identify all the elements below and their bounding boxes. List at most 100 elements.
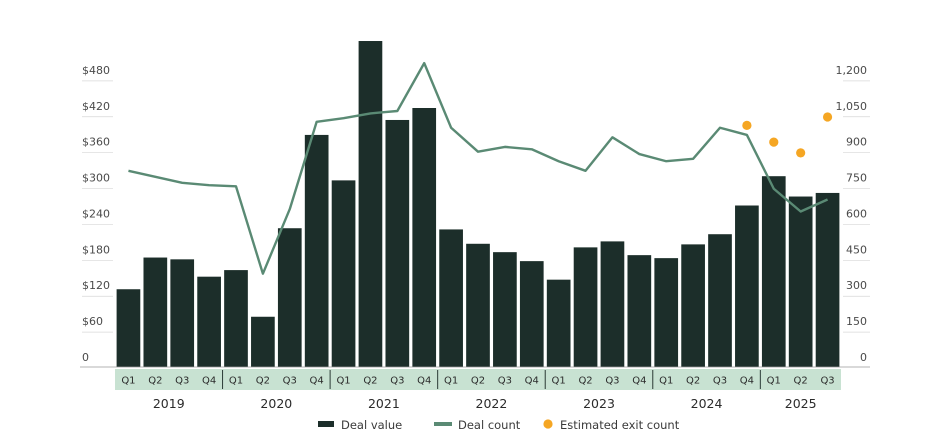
bar-deal-value bbox=[466, 243, 490, 367]
year-label: 2024 bbox=[691, 396, 723, 411]
line-group bbox=[128, 61, 829, 275]
legend-swatch-estimated-exit bbox=[543, 419, 553, 429]
legend-label-deal-value: Deal value bbox=[341, 418, 402, 432]
year-label: 2023 bbox=[583, 396, 615, 411]
y2-tick-label: 300 bbox=[846, 279, 867, 292]
quarter-label: Q1 bbox=[336, 376, 350, 387]
bar-deal-value bbox=[439, 229, 463, 367]
bar-deal-value bbox=[493, 252, 517, 367]
quarter-label: Q4 bbox=[632, 376, 646, 387]
y-tick-label: $120 bbox=[82, 279, 110, 292]
legend-swatch-deal-count bbox=[434, 422, 452, 426]
quarter-label: Q1 bbox=[444, 376, 458, 387]
quarter-band bbox=[115, 369, 841, 390]
year-label: 2019 bbox=[153, 396, 185, 411]
y2-tick-label: 900 bbox=[846, 136, 867, 149]
quarter-label: Q1 bbox=[767, 376, 781, 387]
bar-deal-value bbox=[546, 279, 571, 367]
y2-tick-label: 600 bbox=[846, 207, 867, 220]
y2-tick-label: 450 bbox=[846, 243, 867, 256]
quarter-label: Q3 bbox=[713, 376, 727, 387]
y2-tick-label: 1,200 bbox=[836, 64, 868, 77]
left-axis: 0 $60 $120 $180 $240 $300 $360 $420 $480 bbox=[82, 64, 113, 364]
year-label: 2020 bbox=[260, 396, 292, 411]
quarter-label: Q3 bbox=[283, 376, 297, 387]
bar-deal-value bbox=[358, 41, 383, 368]
bar-deal-value bbox=[735, 205, 759, 367]
line-deal-count bbox=[128, 61, 829, 275]
bar-deal-value bbox=[788, 196, 813, 367]
quarter-label: Q3 bbox=[390, 376, 404, 387]
year-label: 2025 bbox=[785, 396, 817, 411]
bar-deal-value bbox=[385, 119, 410, 367]
quarter-label: Q2 bbox=[471, 376, 485, 387]
quarter-label: Q4 bbox=[417, 376, 431, 387]
bar-deal-value bbox=[573, 247, 598, 367]
y-tick-label: $240 bbox=[82, 207, 110, 220]
dot-estimated-exit bbox=[769, 137, 779, 147]
legend: Deal value Deal count Estimated exit count bbox=[318, 418, 680, 432]
bar-deal-value bbox=[681, 244, 705, 367]
bar-deal-value bbox=[627, 255, 652, 367]
dot-estimated-exit bbox=[822, 112, 833, 122]
bar-deal-value bbox=[170, 259, 195, 367]
bar-deal-value bbox=[304, 134, 329, 367]
y2-tick-label: 1,050 bbox=[836, 100, 868, 113]
quarter-label-group: Q1 Q2 Q3 Q4 Q1 Q2 Q3 Q4 Q1 Q2 Q3 Q4 Q1 Q2 Q3 Q4 Q1 Q2 Q3 Q4… bbox=[121, 370, 835, 389]
year-label: 2021 bbox=[368, 396, 400, 411]
legend-swatch-deal-value bbox=[318, 421, 334, 427]
bar-deal-value bbox=[116, 289, 141, 367]
bar-deal-value bbox=[143, 257, 168, 367]
bar-deal-value bbox=[277, 228, 302, 367]
bar-deal-value bbox=[815, 192, 840, 367]
quarter-label: Q2 bbox=[794, 376, 808, 387]
quarter-label: Q3 bbox=[605, 376, 619, 387]
y-tick-label: $180 bbox=[82, 243, 110, 256]
bar-deal-value bbox=[708, 234, 732, 367]
y-tick-label: $420 bbox=[82, 100, 110, 113]
quarter-label: Q4 bbox=[525, 376, 539, 387]
y-tick-label: $360 bbox=[82, 136, 110, 149]
quarter-label: Q3 bbox=[175, 376, 189, 387]
bar-deal-value bbox=[519, 261, 544, 367]
bar-deal-value bbox=[197, 276, 221, 367]
quarter-label: Q1 bbox=[121, 376, 135, 387]
scatter-group bbox=[742, 112, 833, 158]
y2-tick-label: 0 bbox=[860, 351, 867, 364]
legend-label-deal-count: Deal count bbox=[458, 418, 521, 432]
y-tick-label: 0 bbox=[82, 351, 89, 364]
quarter-label: Q2 bbox=[256, 376, 270, 387]
bar-deal-value bbox=[412, 108, 437, 367]
bar-deal-value bbox=[224, 270, 248, 367]
quarter-label: Q2 bbox=[578, 376, 592, 387]
quarter-label: Q2 bbox=[148, 376, 162, 387]
legend-label-estimated-exit: Estimated exit count bbox=[560, 418, 680, 432]
bar-group bbox=[80, 41, 870, 368]
bar-deal-value bbox=[251, 316, 275, 367]
quarter-label: Q2 bbox=[686, 376, 700, 387]
bar-deal-value bbox=[654, 258, 679, 367]
y-tick-label: $60 bbox=[82, 315, 103, 328]
dot-estimated-exit bbox=[742, 120, 752, 130]
y-tick-label: $300 bbox=[82, 172, 110, 185]
y-tick-label: $480 bbox=[82, 64, 110, 77]
quarter-label: Q4 bbox=[740, 376, 754, 387]
quarter-label: Q1 bbox=[659, 376, 673, 387]
quarter-label: Q1 bbox=[552, 376, 566, 387]
bar-deal-value bbox=[761, 176, 786, 367]
quarter-label: Q4 bbox=[310, 376, 324, 387]
year-label-group: 2019 2020 2021 2022 2023 2024 2025 bbox=[153, 396, 817, 411]
y2-tick-label: 150 bbox=[846, 315, 867, 328]
quarter-label: Q3 bbox=[820, 376, 834, 387]
right-axis: 0 150 300 450 600 750 900 1,050 1,200 bbox=[836, 64, 870, 364]
bar-deal-value bbox=[331, 180, 356, 367]
quarter-band-group bbox=[115, 369, 841, 390]
year-label: 2022 bbox=[476, 396, 508, 411]
quarter-label: Q3 bbox=[498, 376, 512, 387]
quarter-label: Q4 bbox=[202, 376, 216, 387]
bar-deal-value bbox=[600, 241, 625, 367]
y2-tick-label: 750 bbox=[846, 172, 867, 185]
quarter-label: Q1 bbox=[229, 376, 243, 387]
